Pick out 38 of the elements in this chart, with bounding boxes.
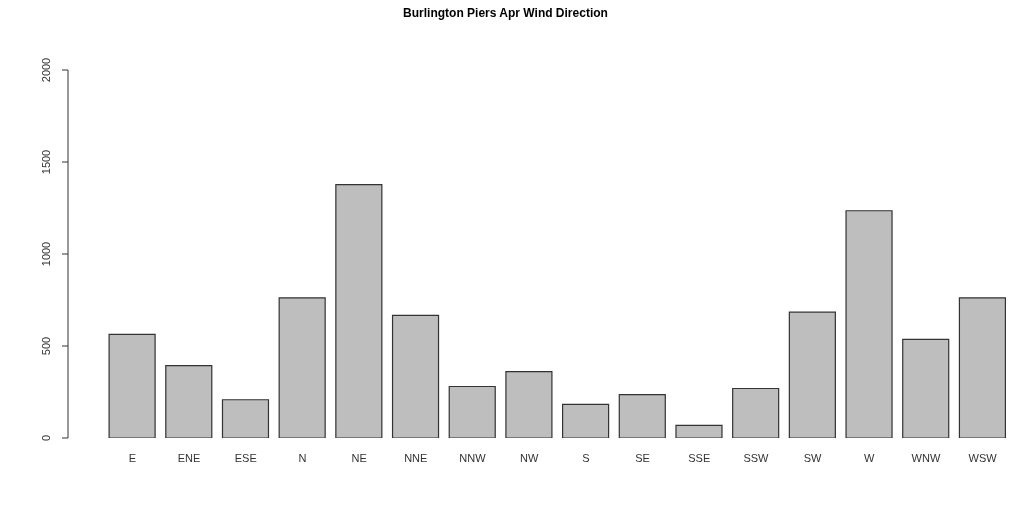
x-tick-label: SW [803, 451, 823, 464]
x-tick-label: W [864, 451, 876, 464]
x-tick-label: SE [635, 451, 650, 464]
x-tick-label: E [128, 451, 137, 464]
x-tick-label: WSW [968, 451, 998, 464]
bar [618, 393, 666, 438]
bar [391, 314, 440, 438]
bar [108, 333, 156, 438]
x-tick-label: WNW [911, 451, 941, 464]
bar [165, 365, 213, 438]
y-tick-label: 1000 [40, 241, 52, 267]
x-tick-label: NW [519, 451, 539, 464]
bar [221, 399, 270, 438]
x-tick-label: NNE [404, 451, 428, 464]
x-tick-label: SSE [688, 451, 711, 464]
bar [845, 210, 893, 438]
bar [505, 370, 553, 438]
bar [732, 387, 780, 438]
bar [562, 403, 610, 438]
bar [958, 297, 1007, 438]
x-tick-label: ESE [234, 451, 257, 464]
bar [335, 184, 383, 438]
chart-title: Burlington Piers Apr Wind Direction [402, 6, 609, 20]
x-tick-label: NE [351, 451, 367, 464]
y-tick-label: 1500 [40, 149, 52, 175]
bar [448, 385, 496, 438]
bar [675, 424, 723, 438]
x-tick-label: ENE [177, 451, 201, 464]
bar [788, 311, 836, 438]
y-tick-label: 2000 [40, 57, 52, 83]
x-tick-label: S [582, 451, 590, 464]
y-tick-label: 0 [40, 434, 52, 442]
x-tick-label: N [298, 451, 307, 464]
bar [278, 297, 326, 438]
y-tick-label: 500 [40, 336, 52, 356]
bar [902, 338, 950, 438]
x-tick-label: SSW [743, 451, 770, 464]
x-tick-label: NNW [459, 451, 487, 464]
